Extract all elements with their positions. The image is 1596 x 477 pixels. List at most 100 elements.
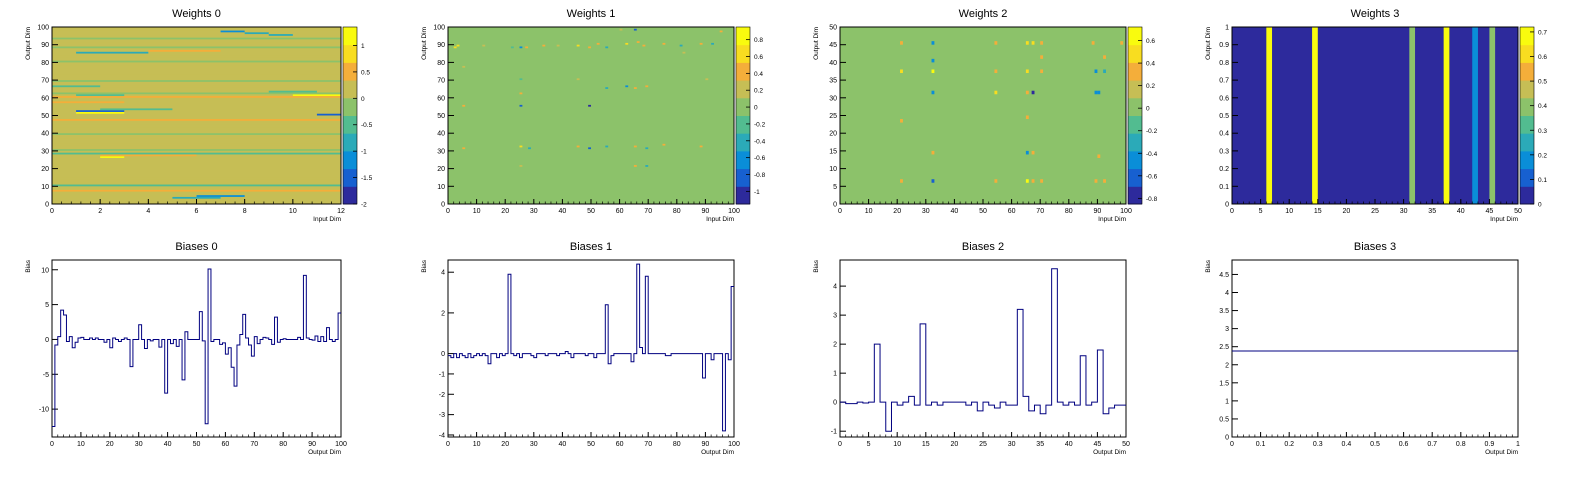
y-tick-label: 0.6 <box>1219 95 1229 102</box>
y-tick-label: 1 <box>1225 398 1229 405</box>
heatmap-cell <box>931 150 935 155</box>
y-tick-label: 80 <box>41 60 49 67</box>
heatmap-cell <box>679 44 683 47</box>
x-tick-label: 0 <box>838 441 842 448</box>
x-tick-label: 20 <box>951 441 959 448</box>
heatmap-cell <box>1103 55 1106 59</box>
x-tick-label: 10 <box>289 208 297 215</box>
heatmap-cell <box>519 92 523 95</box>
heatmap-cell <box>100 156 125 158</box>
y-tick-label: 30 <box>41 148 49 155</box>
colorbar-swatch <box>1128 150 1142 170</box>
x-tick-label: 20 <box>501 208 509 215</box>
plot-frame <box>51 259 342 438</box>
y-tick-label: 0.7 <box>1219 78 1229 85</box>
colorbar-swatch <box>1520 133 1534 152</box>
y-tick-label: -1 <box>831 429 837 436</box>
chart-title-5: Biases 1 <box>570 241 612 253</box>
colorbar-tick-label: 0.5 <box>1538 79 1547 86</box>
y-tick-label: 0 <box>833 202 837 209</box>
colorbar-swatch <box>736 44 750 63</box>
colorbar-swatch <box>1520 97 1534 116</box>
heatmap-cell <box>52 122 341 125</box>
colorbar-swatch <box>736 186 750 205</box>
x-tick-label: 100 <box>728 208 740 215</box>
colorbar-swatch <box>1128 80 1142 99</box>
heatmap-cell <box>52 149 341 151</box>
x-tick-label: 0.7 <box>1427 441 1437 448</box>
colorbar-swatch <box>1128 186 1142 205</box>
x-axis-label: Input Dim <box>1490 216 1518 223</box>
y-tick-label: 3 <box>833 313 837 320</box>
y-tick-label: -4 <box>439 432 445 439</box>
colorbar-tick-label: -0.2 <box>1146 128 1158 135</box>
colorbar-tick-label: 0.2 <box>1538 152 1547 159</box>
heatmap-cell <box>52 133 341 135</box>
x-tick-label: 60 <box>616 208 624 215</box>
y-axis-label: Output Dim <box>813 27 820 60</box>
x-tick-label: 45 <box>1486 208 1494 215</box>
heatmap-cell <box>931 179 935 183</box>
colorbar-swatch <box>1128 44 1142 63</box>
y-tick-label: 15 <box>829 148 837 155</box>
y-tick-label: 0 <box>1225 202 1229 209</box>
heatmap-cell <box>994 41 998 45</box>
colorbar-tick-label: 0.1 <box>1538 177 1547 184</box>
heatmap-cell <box>1103 179 1106 183</box>
x-tick-label: 50 <box>979 208 987 215</box>
x-tick-label: 0.1 <box>1256 441 1266 448</box>
x-tick-label: 100 <box>728 441 740 448</box>
heatmap-cell <box>1031 150 1035 155</box>
colorbar-tick-label: -2 <box>361 202 367 209</box>
chart-title-0: Weights 0 <box>172 8 221 20</box>
x-tick-label: 40 <box>1065 441 1073 448</box>
x-tick-label: 90 <box>1094 208 1102 215</box>
colorbar-swatch <box>1520 115 1534 134</box>
heatmap-cell <box>900 119 903 123</box>
x-tick-label: 6 <box>195 208 199 215</box>
panel-biases-1: Biases 1 0 10 20 30 40 50 60 70 80 90 100 -4 -3 -2 -1 0 2… <box>421 241 740 456</box>
y-tick-label: 4.5 <box>1219 272 1229 279</box>
y-tick-label: 50 <box>437 113 445 120</box>
y-tick-label: 50 <box>41 113 49 120</box>
colorbar-swatch <box>1520 150 1534 170</box>
x-tick-label: 30 <box>1400 208 1408 215</box>
x-tick-label: 50 <box>587 208 595 215</box>
heatmap-cell <box>268 90 317 93</box>
x-tick-label: 20 <box>106 441 114 448</box>
y-tick-label: 70 <box>437 78 445 85</box>
heatmap-cell <box>682 51 686 54</box>
heatmap-cell <box>1040 69 1044 74</box>
y-tick-label: 90 <box>437 42 445 49</box>
colorbar-tick-label: 0.2 <box>1146 83 1155 90</box>
heatmap-background <box>1232 27 1518 204</box>
x-tick-label: 35 <box>1036 441 1044 448</box>
x-tick-label: 0 <box>50 441 54 448</box>
colorbar-swatch <box>343 97 357 116</box>
x-tick-label: 40 <box>951 208 959 215</box>
x-axis-label: Output Dim <box>308 449 341 456</box>
heatmap-cell <box>605 145 609 148</box>
colorbar-tick-label: 0.4 <box>1146 61 1155 68</box>
heatmap-cell <box>994 90 998 95</box>
heatmap-cell <box>576 44 580 47</box>
y-tick-label: 100 <box>433 25 445 32</box>
x-tick-label: 90 <box>702 441 710 448</box>
colorbar-tick-label: 0 <box>754 105 758 112</box>
heatmap-background <box>840 27 1126 204</box>
y-tick-label: 40 <box>437 131 445 138</box>
y-tick-label: 4 <box>441 270 445 277</box>
chart-title-2: Weights 2 <box>959 8 1008 20</box>
x-tick-label: 0.4 <box>1342 441 1352 448</box>
heatmap-cell <box>605 87 609 89</box>
colorbar-tick-label: -1 <box>754 189 760 196</box>
heatmap-cell <box>316 113 341 116</box>
heatmap-cell <box>1120 41 1124 45</box>
y-tick-label: 40 <box>829 60 837 67</box>
heatmap-cell <box>1266 27 1273 204</box>
heatmap-cell <box>456 44 460 47</box>
heatmap-cell <box>525 46 529 49</box>
y-tick-label: 0 <box>441 351 445 358</box>
y-tick-label: 0 <box>1225 435 1229 442</box>
